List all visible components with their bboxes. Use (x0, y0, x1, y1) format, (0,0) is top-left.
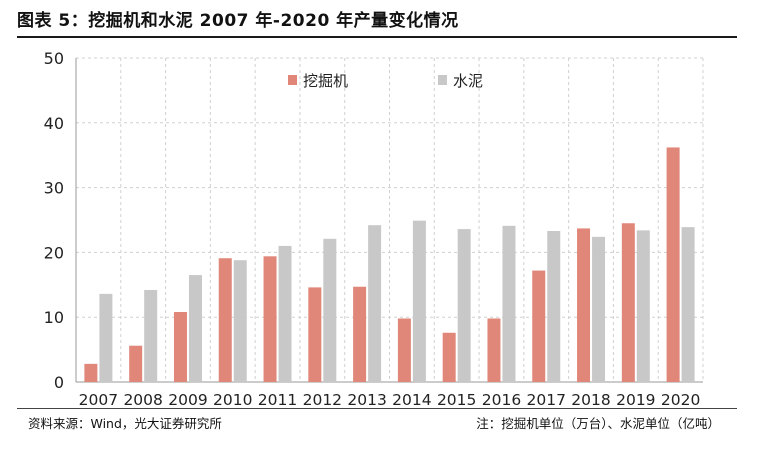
x-tick-label: 2017 (527, 391, 566, 409)
bar-cement (233, 260, 247, 382)
figure-title: 图表 5：挖掘机和水泥 2007 年-2020 年产量变化情况 (17, 11, 459, 31)
x-tick-label: 2008 (123, 391, 162, 409)
bar-excavator (173, 312, 187, 382)
units-note: 注：挖掘机单位（万台）、水泥单位（亿吨） (476, 416, 720, 431)
bar-excavator (397, 318, 411, 382)
legend-label: 水泥 (453, 72, 483, 90)
title-divider (17, 36, 737, 38)
bar-excavator (129, 345, 143, 382)
bar-chart: 0 10 20 30 40 50 2007 2008 2009 2010 2011 2012 2013 2… (44, 49, 704, 409)
y-tick-label: 10 (44, 308, 64, 327)
x-tick-label: 2007 (79, 391, 118, 409)
x-tick-label: 2009 (168, 391, 207, 409)
y-tick-label: 20 (44, 243, 64, 262)
bar-cement (99, 293, 113, 382)
legend-label: 挖掘机 (303, 72, 348, 90)
bar-excavator (442, 332, 456, 382)
bar-cement (144, 289, 158, 382)
bar-excavator (353, 286, 367, 382)
x-tick-label: 2011 (258, 391, 297, 409)
source-note: 资料来源：Wind，光大证券研究所 (28, 416, 222, 431)
legend-swatch (438, 75, 447, 85)
bar-cement (457, 229, 471, 382)
x-tick-label: 2012 (303, 391, 342, 409)
y-tick-label: 30 (44, 179, 64, 198)
bar-cement (592, 236, 606, 382)
x-tick-label: 2018 (571, 391, 610, 409)
bar-cement (502, 225, 516, 382)
x-tick-label: 2013 (347, 391, 386, 409)
bar-excavator (666, 147, 680, 382)
bar-cement (278, 245, 292, 382)
bar-excavator (84, 363, 98, 382)
bar-cement (412, 220, 426, 382)
bar-excavator (532, 270, 546, 382)
x-tick-label: 2016 (482, 391, 521, 409)
bar-excavator (487, 318, 501, 382)
bar-cement (323, 238, 337, 382)
x-tick-label: 2019 (616, 391, 655, 409)
footer-divider (17, 408, 737, 409)
y-tick-label: 0 (54, 373, 64, 392)
bar-cement (188, 275, 202, 382)
bar-excavator (263, 256, 277, 382)
y-tick-label: 50 (44, 49, 64, 68)
legend-swatch (288, 75, 297, 85)
bar-cement (681, 227, 695, 382)
bar-excavator (218, 258, 232, 382)
x-tick-label: 2014 (392, 391, 431, 409)
x-tick-label: 2020 (661, 391, 700, 409)
bar-cement (636, 230, 650, 382)
y-tick-label: 40 (44, 114, 64, 133)
bar-cement (368, 225, 382, 382)
x-tick-label: 2010 (213, 391, 252, 409)
x-tick-label: 2015 (437, 391, 476, 409)
bar-excavator (308, 287, 322, 382)
bar-excavator (621, 223, 635, 382)
bar-cement (547, 231, 561, 382)
bar-excavator (577, 228, 591, 382)
